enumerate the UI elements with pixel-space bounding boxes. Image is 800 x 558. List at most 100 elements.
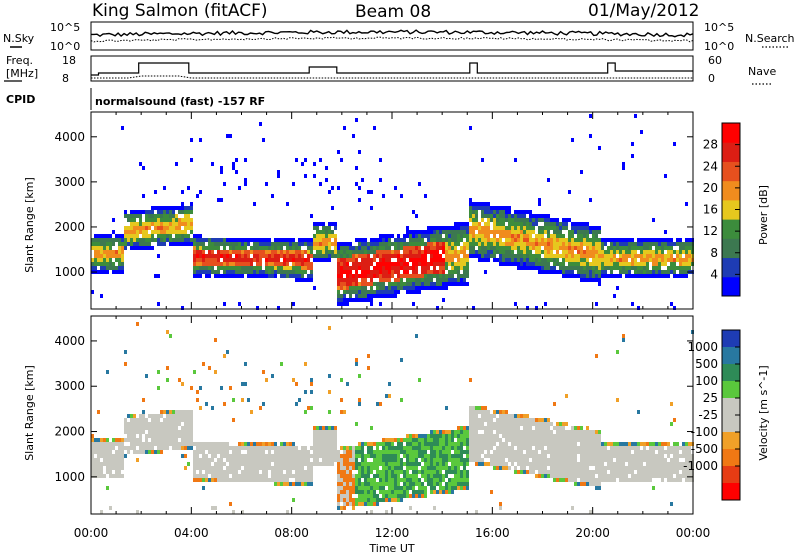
heatmap-cell xyxy=(286,462,289,466)
heatmap-cell xyxy=(451,438,454,442)
heatmap-cell xyxy=(511,458,514,462)
heatmap-cell xyxy=(553,262,556,266)
heatmap-cell xyxy=(388,454,391,458)
heatmap-cell xyxy=(346,298,349,302)
heatmap-cell xyxy=(286,254,289,258)
heatmap-cell xyxy=(124,422,127,426)
heatmap-cell xyxy=(607,474,610,478)
heatmap-cell xyxy=(175,442,178,446)
heatmap-cell xyxy=(262,254,265,258)
heatmap-cell xyxy=(430,446,433,450)
heatmap-cell xyxy=(484,210,487,214)
heatmap-cell xyxy=(592,470,595,474)
heatmap-cell xyxy=(382,238,385,242)
heatmap-cell xyxy=(304,462,307,466)
heatmap-cell xyxy=(412,486,415,490)
heatmap-cell xyxy=(610,446,613,450)
heatmap-cell xyxy=(109,242,112,246)
heatmap-cell xyxy=(184,434,187,438)
heatmap-cell xyxy=(592,458,595,462)
heatmap-cell xyxy=(439,450,442,454)
heatmap-cell xyxy=(352,506,355,510)
heatmap-cell xyxy=(244,466,247,470)
heatmap-cell xyxy=(313,226,316,230)
heatmap-cell xyxy=(466,478,469,482)
heatmap-cell xyxy=(538,242,541,246)
heatmap-cell xyxy=(535,218,538,222)
heatmap-cell xyxy=(433,246,436,250)
heatmap-cell xyxy=(571,238,574,242)
heatmap-cell xyxy=(415,462,418,466)
heatmap-cell xyxy=(100,294,103,298)
heatmap-cell xyxy=(658,254,661,258)
heatmap-cell xyxy=(196,450,199,454)
heatmap-cell xyxy=(328,230,331,234)
heatmap-cell xyxy=(292,242,295,246)
heatmap-cell xyxy=(388,278,391,282)
heatmap-cell xyxy=(442,298,445,302)
heatmap-cell xyxy=(574,478,577,482)
heatmap-cell xyxy=(685,250,688,254)
heatmap-cell xyxy=(367,254,370,258)
heatmap-cell xyxy=(580,246,583,250)
heatmap-cell xyxy=(139,442,142,446)
heatmap-cell xyxy=(214,506,217,510)
heatmap-cell xyxy=(550,226,553,230)
heatmap-cell xyxy=(172,206,175,210)
heatmap-cell xyxy=(553,466,556,470)
heatmap-cell xyxy=(337,478,340,482)
heatmap-cell xyxy=(478,434,481,438)
heatmap-cell xyxy=(142,418,145,422)
heatmap-cell xyxy=(565,250,568,254)
heatmap-cell xyxy=(508,450,511,454)
heatmap-cell xyxy=(478,454,481,458)
heatmap-cell xyxy=(97,254,100,258)
heatmap-cell xyxy=(337,290,340,294)
heatmap-cell xyxy=(313,458,316,462)
heatmap-cell xyxy=(430,474,433,478)
heatmap-cell xyxy=(232,418,235,422)
heatmap-cell xyxy=(652,242,655,246)
heatmap-cell xyxy=(328,242,331,246)
heatmap-cell xyxy=(565,266,568,270)
heatmap-cell xyxy=(517,222,520,226)
heatmap-cell xyxy=(382,478,385,482)
heatmap-cell xyxy=(475,458,478,462)
heatmap-cell xyxy=(439,282,442,286)
heatmap-cell xyxy=(451,274,454,278)
heatmap-cell xyxy=(295,278,298,282)
heatmap-cell xyxy=(244,250,247,254)
heatmap-cell xyxy=(139,222,142,226)
heatmap-cell xyxy=(256,478,259,482)
heatmap-cell xyxy=(499,462,502,466)
heatmap-cell xyxy=(499,458,502,462)
heatmap-cell xyxy=(658,458,661,462)
heatmap-cell xyxy=(334,226,337,230)
heatmap-cell xyxy=(337,298,340,302)
heatmap-cell xyxy=(523,442,526,446)
heatmap-cell xyxy=(433,506,436,510)
heatmap-cell xyxy=(598,478,601,482)
heatmap-cell xyxy=(496,242,499,246)
heatmap-cell xyxy=(394,270,397,274)
heatmap-cell xyxy=(511,254,514,258)
heatmap-cell xyxy=(121,442,124,446)
heatmap-cell xyxy=(502,254,505,258)
heatmap-cell xyxy=(262,242,265,246)
heatmap-cell xyxy=(487,242,490,246)
heatmap-cell xyxy=(568,246,571,250)
heatmap-cell xyxy=(616,474,619,478)
heatmap-cell xyxy=(196,262,199,266)
heatmap-cell xyxy=(349,486,352,490)
heatmap-cell xyxy=(271,254,274,258)
heatmap-cell xyxy=(340,270,343,274)
heatmap-cell xyxy=(541,450,544,454)
heatmap-cell xyxy=(265,442,268,446)
heatmap-cell xyxy=(595,430,598,434)
heatmap-cell xyxy=(352,474,355,478)
heatmap-cell xyxy=(439,274,442,278)
heatmap-cell xyxy=(337,302,340,306)
heatmap-cell xyxy=(340,466,343,470)
heatmap-cell xyxy=(505,262,508,266)
heatmap-cell xyxy=(484,254,487,258)
